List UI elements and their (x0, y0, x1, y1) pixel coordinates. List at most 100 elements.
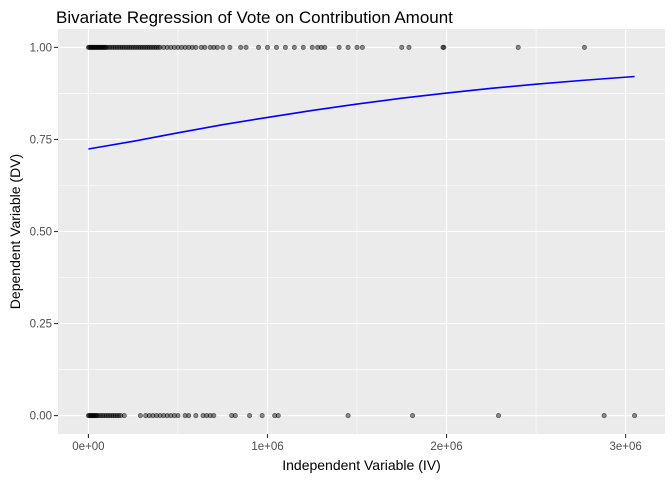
data-point (132, 44, 138, 50)
data-point (211, 44, 217, 50)
data-point (130, 44, 136, 50)
data-point (146, 44, 152, 50)
data-point (103, 413, 109, 419)
data-point (150, 413, 156, 419)
x-axis-title: Independent Variable (IV) (282, 457, 441, 473)
data-point (300, 44, 306, 50)
y-tick-label: 0.00 (30, 411, 52, 423)
data-point (264, 44, 270, 50)
data-point (171, 413, 177, 419)
data-point (359, 44, 365, 50)
data-point (175, 44, 181, 50)
data-point (136, 44, 142, 50)
ticks-layer: 0e+00 1e+06 2e+06 3e+06 0.00 0.25 0.50 0.75 1.00 (30, 42, 642, 453)
data-point (103, 44, 109, 50)
data-point (399, 44, 405, 50)
data-point (272, 413, 278, 419)
data-point (186, 44, 192, 50)
data-point (232, 413, 238, 419)
data-point (150, 44, 156, 50)
data-point (148, 44, 154, 50)
data-point (200, 413, 206, 419)
grid-major (58, 29, 665, 434)
data-point (315, 44, 321, 50)
data-point (182, 413, 188, 419)
x-tick-label: 0e+00 (72, 441, 104, 453)
data-point (179, 44, 185, 50)
data-point (211, 413, 217, 419)
data-point (247, 413, 253, 419)
data-point (114, 413, 120, 419)
data-point (189, 44, 195, 50)
data-point (202, 44, 208, 50)
data-point (143, 413, 149, 419)
data-point (282, 44, 288, 50)
data-point (157, 413, 163, 419)
data-point (168, 413, 174, 419)
y-axis-title: Dependent Variable (DV) (7, 154, 23, 309)
data-point (111, 44, 117, 50)
data-point (118, 413, 124, 419)
y-tick-label: 0.50 (30, 227, 52, 239)
data-point (164, 413, 170, 419)
data-point (161, 44, 167, 50)
data-point (227, 44, 233, 50)
data-point (94, 413, 100, 419)
data-point (256, 44, 262, 50)
data-point (182, 44, 188, 50)
data-point (214, 44, 220, 50)
data-point (581, 44, 587, 50)
data-point (441, 44, 447, 50)
data-point (128, 44, 134, 50)
data-point (238, 44, 244, 50)
data-point (157, 44, 163, 50)
data-point (143, 44, 149, 50)
data-point (220, 44, 226, 50)
data-point (96, 413, 102, 419)
data-point (495, 413, 501, 419)
data-point (121, 413, 127, 419)
data-point (145, 44, 151, 50)
data-point (152, 44, 158, 50)
data-point (193, 413, 199, 419)
data-point (273, 44, 279, 50)
data-point (141, 44, 147, 50)
data-point (153, 44, 159, 50)
y-tick-label: 0.75 (30, 134, 52, 146)
data-point (309, 44, 315, 50)
data-point (515, 44, 521, 50)
data-point (123, 44, 129, 50)
data-point (161, 413, 167, 419)
data-point (406, 44, 412, 50)
x-tick-label: 2e+06 (430, 441, 462, 453)
data-point (114, 44, 120, 50)
data-point (102, 413, 108, 419)
data-point (153, 413, 159, 419)
data-point (207, 44, 213, 50)
data-point (291, 44, 297, 50)
points-layer (85, 44, 638, 419)
data-point (322, 44, 328, 50)
data-point (354, 44, 360, 50)
data-point (207, 413, 213, 419)
data-point (116, 44, 122, 50)
data-point (198, 44, 204, 50)
data-point (105, 413, 111, 419)
y-tick-label: 1.00 (30, 42, 52, 54)
data-point (125, 44, 131, 50)
data-point (107, 413, 113, 419)
data-point (118, 44, 124, 50)
data-point (345, 413, 351, 419)
data-point (112, 44, 118, 50)
data-point (139, 44, 145, 50)
y-tick-label: 0.25 (30, 319, 52, 331)
data-point (229, 413, 235, 419)
data-point (112, 413, 118, 419)
data-point (193, 44, 199, 50)
data-point (632, 413, 638, 419)
data-point (137, 44, 143, 50)
data-point (275, 413, 281, 419)
data-point (116, 413, 122, 419)
data-point (155, 44, 161, 50)
